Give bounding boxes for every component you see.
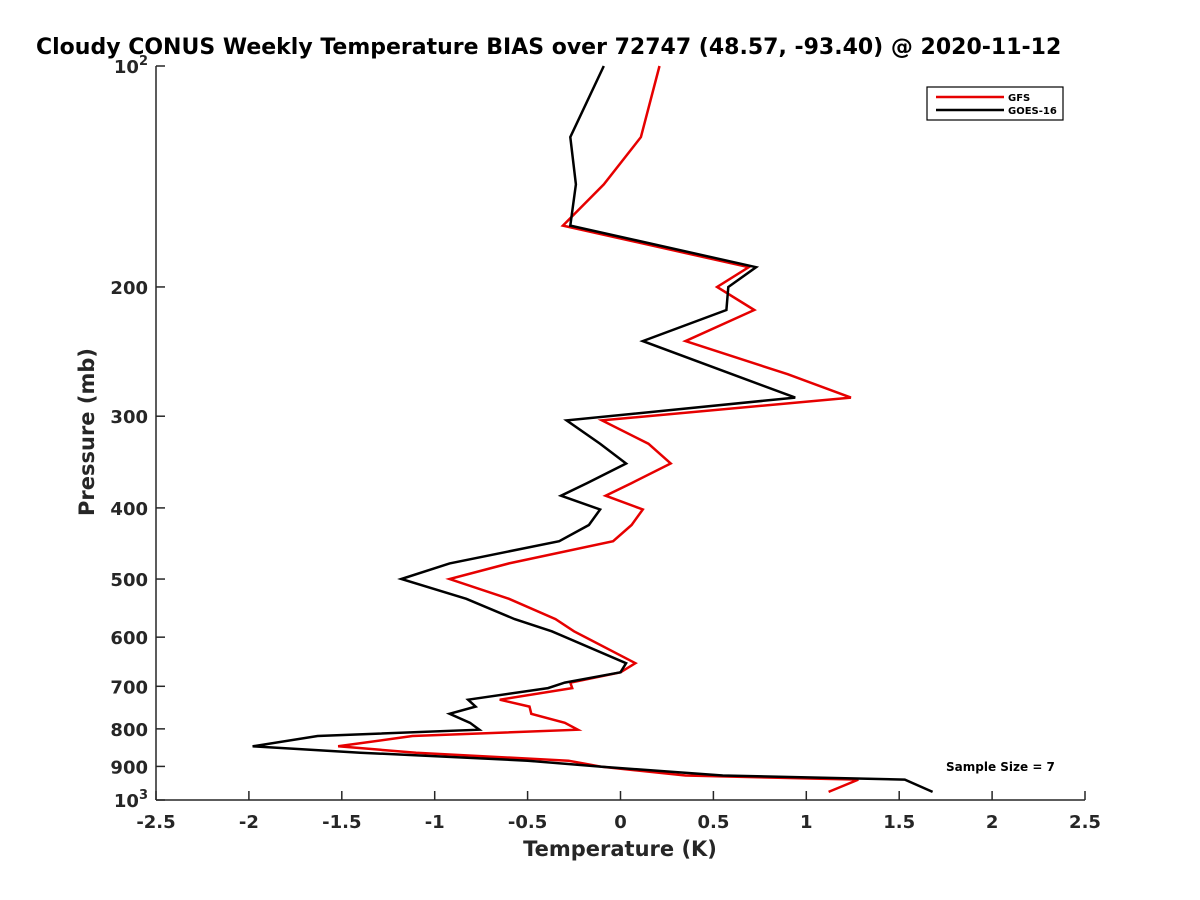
x-tick-label: -0.5 <box>508 812 547 833</box>
y-tick-label: 700 <box>110 677 148 698</box>
legend-box <box>926 86 1064 121</box>
series-line-goes-16 <box>252 65 934 794</box>
sample-size-annotation: Sample Size = 7 <box>946 760 1055 774</box>
y-tick-label: 103 <box>114 788 148 812</box>
x-tick-label: -1 <box>425 812 445 833</box>
x-tick-label: 2 <box>986 812 999 833</box>
x-tick-label: 2.5 <box>1069 812 1101 833</box>
y-tick-label: 900 <box>110 757 148 778</box>
y-tick-label: 200 <box>110 278 148 299</box>
x-tick-label: 1.5 <box>883 812 915 833</box>
x-axis-label: Temperature (K) <box>523 837 717 861</box>
x-tick-label: -1.5 <box>322 812 361 833</box>
x-tick-label: 0.5 <box>697 812 729 833</box>
y-tick-label: 300 <box>110 407 148 428</box>
x-tick-label: 1 <box>800 812 813 833</box>
legend-label-gfs: GFS <box>1008 93 1030 104</box>
x-tick-label: 0 <box>614 812 627 833</box>
y-tick-label: 500 <box>110 570 148 591</box>
plot-area: -2.5 -2 -1.5 -1 -0.5 0 0.5 1 1.5 2 2.5 102 200 300 400… <box>110 54 1101 833</box>
y-tick-label: 800 <box>110 720 148 741</box>
y-axis-label: Pressure (mb) <box>75 348 99 516</box>
y-tick-label: 400 <box>110 499 148 520</box>
y-tick-label: 102 <box>114 54 148 78</box>
y-tick-label: 600 <box>110 628 148 649</box>
series-line-gfs <box>337 65 859 794</box>
chart-title: Cloudy CONUS Weekly Temperature BIAS ove… <box>36 35 1061 60</box>
legend: GFS GOES-16 <box>926 86 1064 121</box>
x-tick-label: -2.5 <box>136 812 175 833</box>
legend-label-goes16: GOES-16 <box>1008 106 1057 117</box>
x-tick-label: -2 <box>239 812 259 833</box>
